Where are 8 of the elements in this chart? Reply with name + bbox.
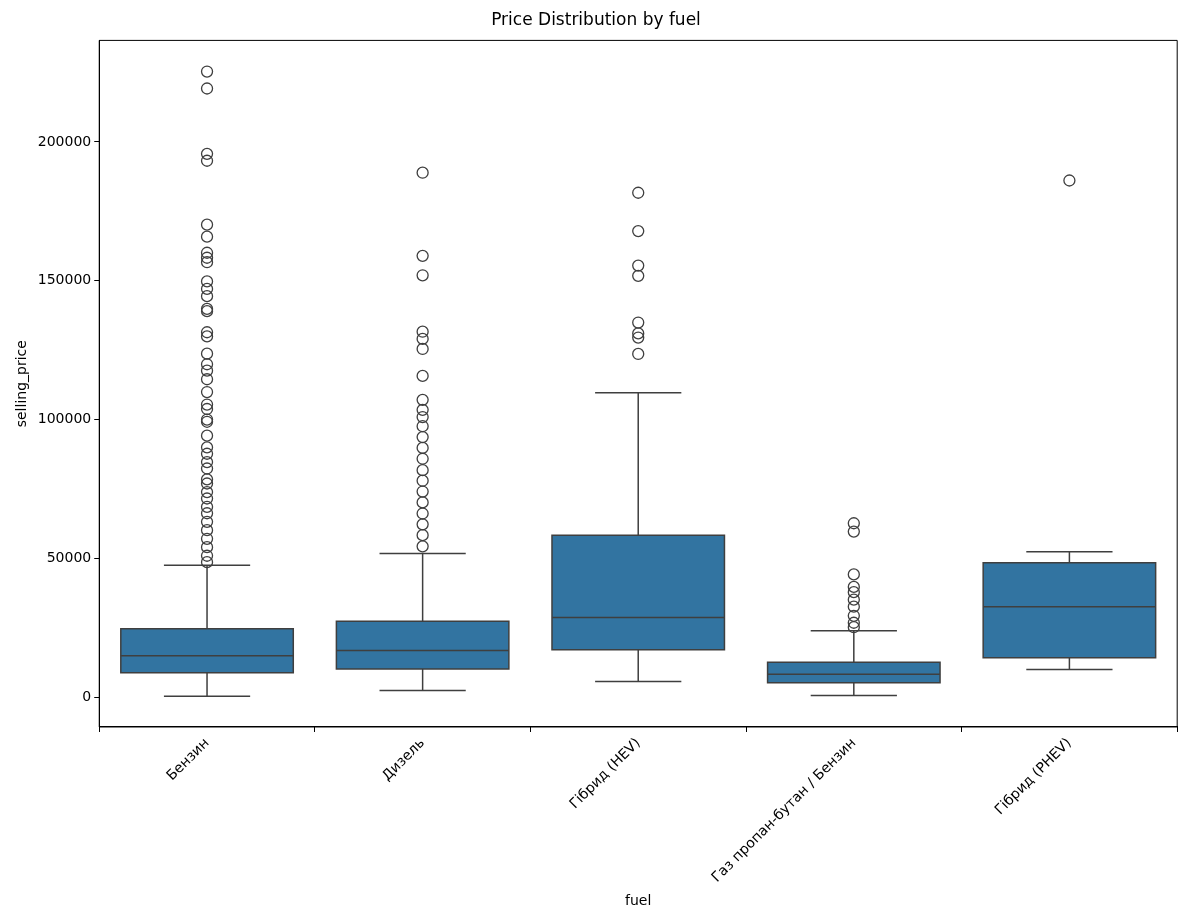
y-tick-label: 200000 [37, 132, 92, 149]
x-axis-title: fuel [625, 892, 652, 909]
y-tick-label: 50000 [46, 549, 92, 566]
y-tick-label: 150000 [37, 271, 92, 288]
chart-title: Price Distribution by fuel [491, 8, 701, 29]
y-axis-title: selling_price [13, 340, 30, 428]
y-tick-label: 100000 [37, 410, 92, 427]
y-tick-label: 0 [82, 688, 92, 705]
